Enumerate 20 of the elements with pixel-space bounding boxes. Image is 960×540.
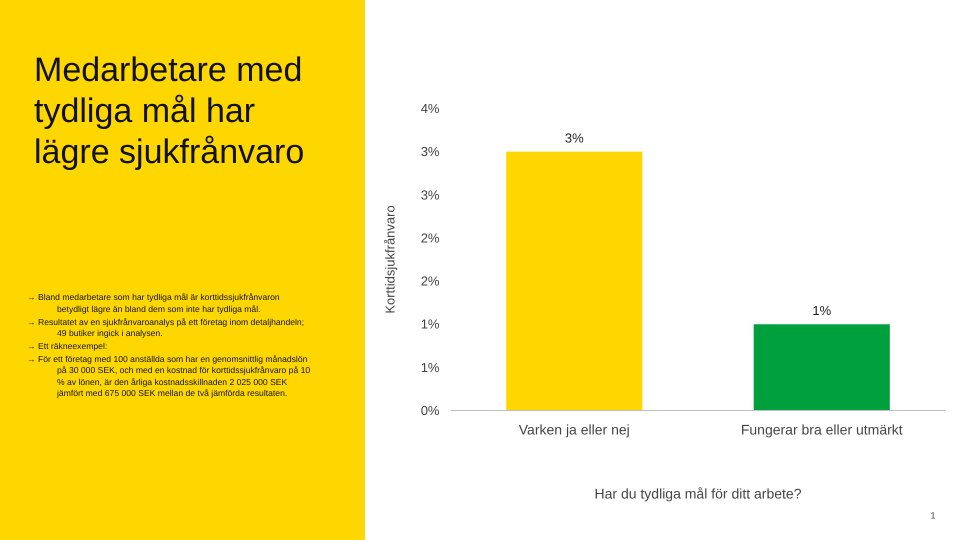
y-tick-label: 4% [420,101,440,116]
text: → Bland medarbetare som har tydliga mål är korttidssjukfrånvaron betydligt lägre än bland dem som inte har tydliga mål. [27,292,281,315]
y-tick-label: 2% [420,230,440,246]
x-tick-label: Varken ja eller nej [518,422,630,438]
y-tick-label: 3% [420,187,440,202]
y-tick-label: 2% [420,274,440,289]
x-axis-title: Har du tydliga mål för ditt arbete? [594,486,802,502]
y-tick-label: 3% [420,144,440,160]
text: Medarbetare med tydliga mål har lägre sjukfrånvaro [34,50,306,172]
y-tick-label: 1% [420,360,440,375]
x-tick-label: Fungerar bra eller utmärkt [740,422,903,438]
y-tick-label: 0% [420,403,440,418]
y-axis-title: Korttidsjukfrånvaro [382,205,398,314]
text: 1 [930,510,936,520]
data-label: 3% [564,130,584,146]
text: → Ett räkneexempel: [27,341,108,352]
data-label: 1% [812,303,832,318]
y-tick-label: 1% [420,316,440,332]
text: → Resultatet av en sjukfrånvaroanalys på ett företag inom detaljhandeln; 49 butiker ingick i analysen. [27,316,306,340]
text: → För ett företag med 100 anställda som har en genomsnittlig månadslön på 30 000 SEK, och med en kostnad för korttidssjukfrånvaro på 10 % av lönen, är den årliga kostnadsskillnaden 2 025 000 SEK jämfört med 675 000 SEK mellan de två jämförda resultaten. [27,354,312,399]
